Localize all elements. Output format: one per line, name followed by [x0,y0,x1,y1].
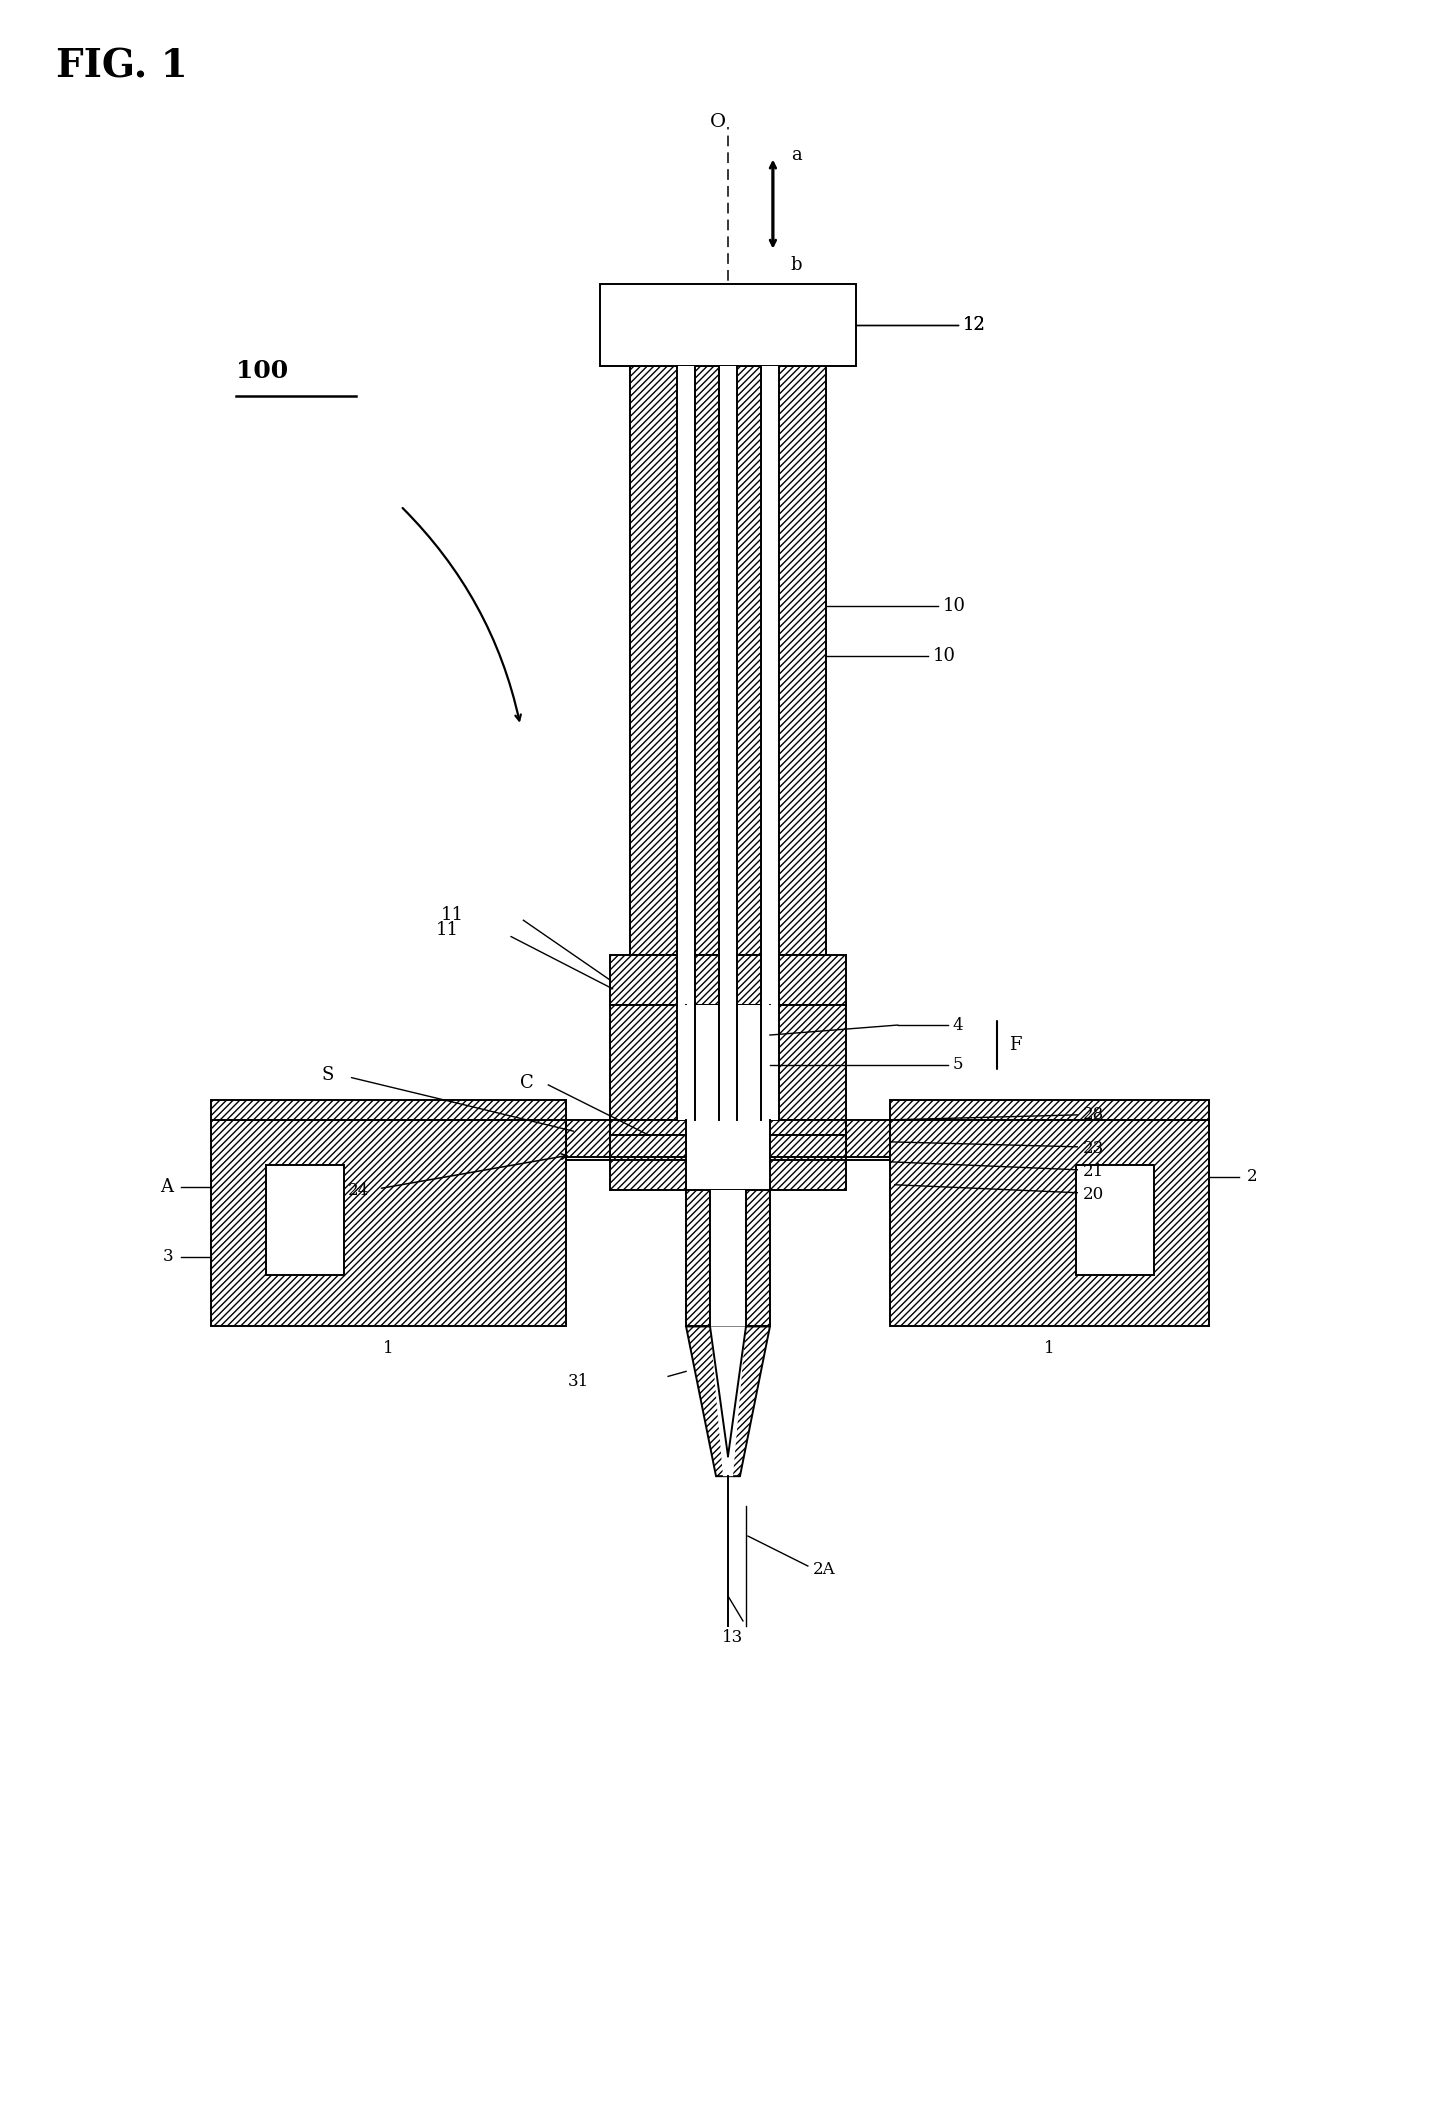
Bar [610,1135,686,1158]
Text: A: A [160,1177,173,1196]
Text: 100: 100 [236,360,288,383]
Text: 5: 5 [952,1057,962,1074]
Bar [686,1004,770,1120]
Text: F: F [1009,1036,1022,1055]
Text: C: C [520,1074,533,1092]
Polygon shape [711,1326,745,1476]
Text: 4: 4 [952,1017,964,1034]
Bar [610,1004,846,1120]
Text: 12: 12 [962,316,986,335]
Text: 21: 21 [1082,1164,1104,1181]
Bar [677,366,695,956]
Text: 24: 24 [348,1183,368,1200]
Bar [630,366,826,956]
Bar [890,1101,1208,1120]
Text: 23: 23 [1082,1141,1104,1158]
Bar [711,1189,745,1326]
Text: 13: 13 [722,1629,744,1646]
Bar [211,1101,566,1120]
Bar [761,366,779,956]
Bar [1076,1164,1155,1274]
Text: 1: 1 [1044,1341,1054,1358]
Bar [846,1120,890,1158]
Bar [610,1120,846,1189]
Bar [761,956,779,1004]
Text: 3: 3 [163,1248,173,1265]
Text: 20: 20 [1082,1187,1104,1204]
Bar [719,1004,737,1120]
Text: 2: 2 [1246,1168,1258,1185]
Bar [600,284,856,366]
Bar [761,1004,779,1120]
Bar [610,956,846,1004]
Bar [719,956,737,1004]
Bar [566,1120,610,1158]
Text: 10: 10 [942,598,965,615]
Text: 2A: 2A [812,1560,836,1577]
Text: S: S [322,1065,333,1084]
Text: FIG. 1: FIG. 1 [57,48,188,86]
Text: 10: 10 [933,646,955,665]
Bar [686,1120,770,1189]
Text: a: a [791,145,802,164]
Text: 1: 1 [383,1341,395,1358]
Bar [211,1120,566,1326]
Polygon shape [686,1326,770,1476]
Bar [677,1004,695,1120]
Text: 28: 28 [1082,1107,1104,1124]
Text: 11: 11 [441,907,463,924]
Text: b: b [791,255,802,274]
Text: 12: 12 [962,316,986,335]
Bar [686,1189,770,1326]
Text: 11: 11 [435,922,459,939]
Bar [770,1135,846,1158]
Bar [719,366,737,956]
Text: 31: 31 [568,1372,588,1389]
Bar [677,956,695,1004]
Text: O: O [711,114,727,131]
Bar [266,1164,344,1274]
Bar [890,1120,1208,1326]
